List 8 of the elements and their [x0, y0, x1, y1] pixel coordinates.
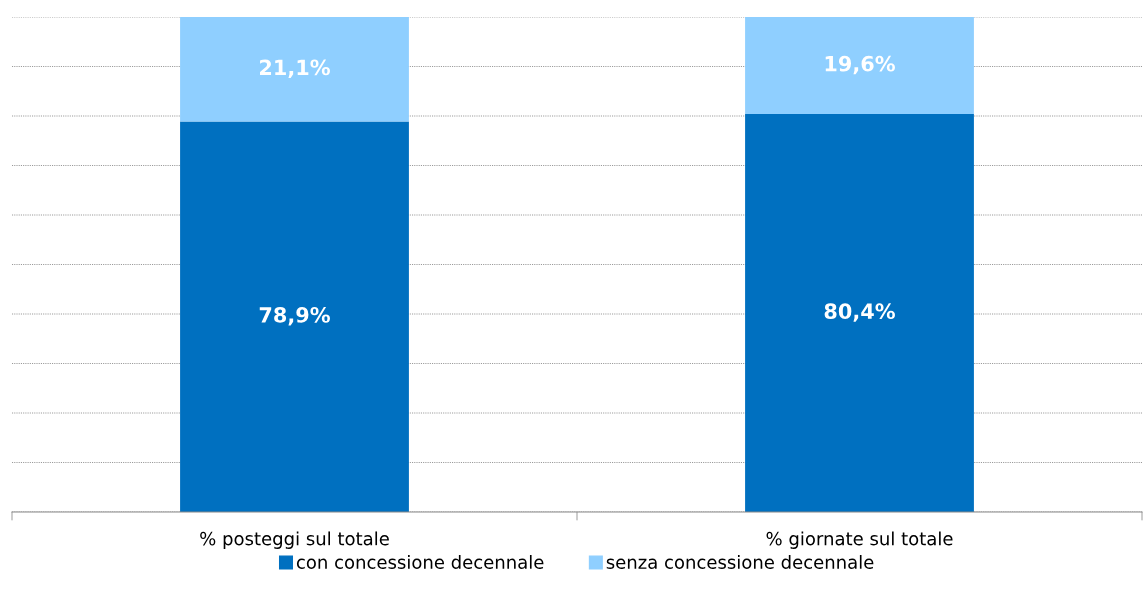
- x-tick-label: % posteggi sul totale: [200, 531, 389, 549]
- legend-label: senza concessione decennale: [606, 555, 874, 569]
- legend-label: con concessione decennale: [296, 555, 544, 569]
- data-label: 80,4%: [824, 303, 895, 322]
- data-label: 21,1%: [260, 59, 330, 78]
- data-label: 78,9%: [259, 307, 330, 326]
- x-tick-label: % giornate sul totale: [766, 531, 953, 549]
- data-label: 19,6%: [825, 55, 895, 75]
